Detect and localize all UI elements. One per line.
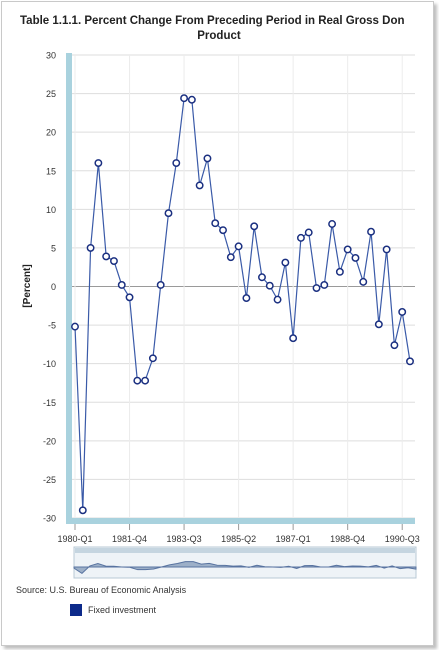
data-point: [78, 506, 87, 515]
data-point: [343, 245, 352, 254]
y-tick-label: 20: [46, 128, 56, 138]
data-point: [320, 281, 329, 289]
x-tick-label: 1985-Q2: [221, 534, 256, 544]
legend-label: Fixed investment: [88, 605, 157, 615]
data-point: [351, 253, 360, 262]
data-point: [382, 245, 391, 254]
data-point: [335, 267, 344, 276]
y-tick-label: -5: [48, 321, 56, 331]
data-point: [195, 181, 204, 190]
x-tick-label: 1987-Q1: [276, 534, 311, 544]
source-note: Source: U.S. Bureau of Economic Analysis: [16, 585, 187, 595]
y-tick-label: -25: [43, 475, 56, 485]
data-point: [242, 294, 251, 303]
data-point: [203, 154, 212, 163]
y-axis-bar: [66, 53, 72, 520]
y-axis-label: [Percent]: [22, 264, 33, 307]
data-point: [398, 308, 407, 316]
data-point: [226, 253, 235, 262]
data-point: [71, 322, 79, 331]
navigator-scroll-handle: [75, 548, 415, 553]
navigator-series-area: [73, 561, 417, 575]
data-point: [110, 257, 118, 265]
data-point: [211, 219, 220, 228]
data-point: [304, 228, 313, 237]
data-point: [172, 159, 181, 167]
data-point: [250, 222, 259, 231]
y-tick-label: 0: [51, 282, 56, 292]
y-tick-label: 5: [51, 243, 56, 253]
chart-title-line-2: Product: [197, 30, 241, 42]
x-tick-label: 1980-Q1: [57, 534, 92, 544]
data-point: [367, 227, 375, 236]
data-point: [258, 273, 266, 282]
data-point: [148, 354, 157, 363]
y-tick-label: -30: [43, 514, 56, 524]
y-tick-label: 10: [46, 205, 56, 215]
overview-navigator[interactable]: [73, 546, 417, 579]
x-tick-label: 1988-Q4: [330, 534, 365, 544]
data-point: [234, 242, 243, 251]
data-point: [102, 252, 111, 261]
y-tick-label: -15: [43, 398, 56, 408]
data-point: [281, 258, 290, 267]
data-point: [117, 281, 126, 289]
chart-title: Table 1.1.1. Percent Change From Precedi…: [12, 14, 426, 48]
data-point: [273, 295, 282, 304]
x-tick-label: 1983-Q3: [167, 534, 202, 544]
legend-swatch: [70, 604, 82, 616]
data-point: [164, 209, 173, 218]
y-tick-label: 30: [46, 51, 56, 61]
chart-title-line-1: Table 1.1.1. Percent Change From Precedi…: [20, 15, 405, 27]
data-point: [289, 334, 298, 343]
x-axis-bar: [66, 518, 415, 524]
x-tick-label: 1990-Q3: [385, 534, 420, 544]
data-point: [406, 357, 414, 366]
data-point: [125, 293, 134, 302]
data-point: [359, 277, 368, 286]
data-point: [219, 226, 227, 235]
data-point: [133, 376, 142, 385]
data-point: [328, 220, 337, 228]
data-point: [180, 94, 189, 103]
series-line: [74, 97, 411, 511]
data-point: [296, 233, 305, 242]
data-point: [390, 341, 399, 350]
data-point: [94, 159, 103, 167]
data-point: [187, 95, 196, 104]
data-point: [374, 320, 383, 329]
y-tick-label: 25: [46, 89, 56, 99]
data-point: [156, 281, 165, 289]
legend[interactable]: Fixed investment: [70, 604, 156, 616]
data-point: [141, 376, 150, 385]
y-tick-label: 15: [46, 166, 56, 176]
data-point: [265, 281, 274, 290]
y-tick-label: -10: [43, 359, 56, 369]
y-tick-label: -20: [43, 436, 56, 446]
x-tick-label: 1981-Q4: [112, 534, 147, 544]
data-point: [312, 284, 321, 292]
data-point: [86, 243, 95, 252]
